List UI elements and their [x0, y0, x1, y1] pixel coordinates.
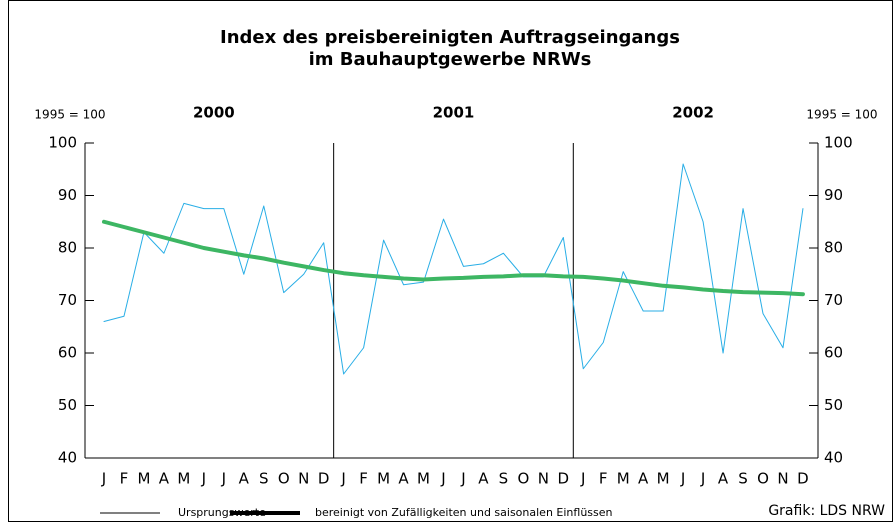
- x-tick-label: J: [460, 470, 465, 488]
- x-tick-label: O: [278, 470, 290, 488]
- x-tick-label: O: [757, 470, 769, 488]
- x-tick-label: J: [680, 470, 685, 488]
- y2-tick-label: 100: [824, 134, 853, 152]
- x-tick-label: D: [558, 470, 570, 488]
- y2-tick-label: 70: [824, 291, 843, 309]
- y-tick-label: 60: [58, 344, 77, 362]
- x-tick-label: F: [359, 470, 368, 488]
- x-tick-label: A: [478, 470, 489, 488]
- x-tick-label: M: [617, 470, 630, 488]
- x-tick-label: J: [440, 470, 445, 488]
- x-tick-label: J: [101, 470, 106, 488]
- x-tick-label: A: [239, 470, 250, 488]
- x-tick-label: M: [377, 470, 390, 488]
- y-tick-label: 50: [58, 396, 77, 414]
- y2-tick-label: 40: [824, 449, 843, 467]
- x-tick-label: F: [599, 470, 608, 488]
- x-tick-label: M: [137, 470, 150, 488]
- x-tick-label: A: [398, 470, 409, 488]
- x-tick-label: N: [777, 470, 788, 488]
- x-tick-label: N: [538, 470, 549, 488]
- source: Grafik: LDS NRW: [768, 503, 885, 519]
- x-tick-label: M: [417, 470, 430, 488]
- x-tick-label: M: [657, 470, 670, 488]
- y-tick-label: 40: [58, 449, 77, 467]
- x-tick-label: J: [221, 470, 226, 488]
- x-tick-label: S: [499, 470, 509, 488]
- y2-axis-label: 1995 = 100: [806, 108, 877, 122]
- y2-tick-label: 60: [824, 344, 843, 362]
- x-tick-label: M: [177, 470, 190, 488]
- year-label: 2002: [672, 104, 714, 122]
- x-tick-label: J: [580, 470, 585, 488]
- x-tick-label: J: [340, 470, 345, 488]
- year-label: 2001: [433, 104, 475, 122]
- y-axis-label: 1995 = 100: [34, 108, 105, 122]
- x-tick-label: J: [700, 470, 705, 488]
- chart-title: Index des preisbereinigten Auftragseinga…: [220, 27, 680, 48]
- frame: [8, 0, 893, 522]
- x-tick-label: F: [120, 470, 129, 488]
- y-tick-label: 90: [58, 186, 77, 204]
- x-tick-label: O: [517, 470, 529, 488]
- x-tick-label: A: [159, 470, 170, 488]
- y-tick-label: 80: [58, 239, 77, 257]
- y-tick-label: 100: [48, 134, 77, 152]
- x-tick-label: A: [718, 470, 729, 488]
- chart-title: im Bauhauptgewerbe NRWs: [309, 49, 592, 70]
- x-tick-label: D: [318, 470, 330, 488]
- year-label: 2000: [193, 104, 235, 122]
- x-tick-label: N: [298, 470, 309, 488]
- x-tick-label: S: [259, 470, 269, 488]
- x-tick-label: S: [738, 470, 748, 488]
- x-tick-label: A: [638, 470, 649, 488]
- y2-tick-label: 90: [824, 186, 843, 204]
- x-tick-label: D: [797, 470, 809, 488]
- series-line: [102, 219, 805, 297]
- legend-label: bereinigt von Zufälligkeiten und saisona…: [315, 506, 613, 519]
- series-line: [103, 163, 804, 375]
- x-tick-label: J: [201, 470, 206, 488]
- y2-tick-label: 50: [824, 396, 843, 414]
- y-tick-label: 70: [58, 291, 77, 309]
- y2-tick-label: 80: [824, 239, 843, 257]
- legend-label: Ursprungswerte: [178, 506, 266, 519]
